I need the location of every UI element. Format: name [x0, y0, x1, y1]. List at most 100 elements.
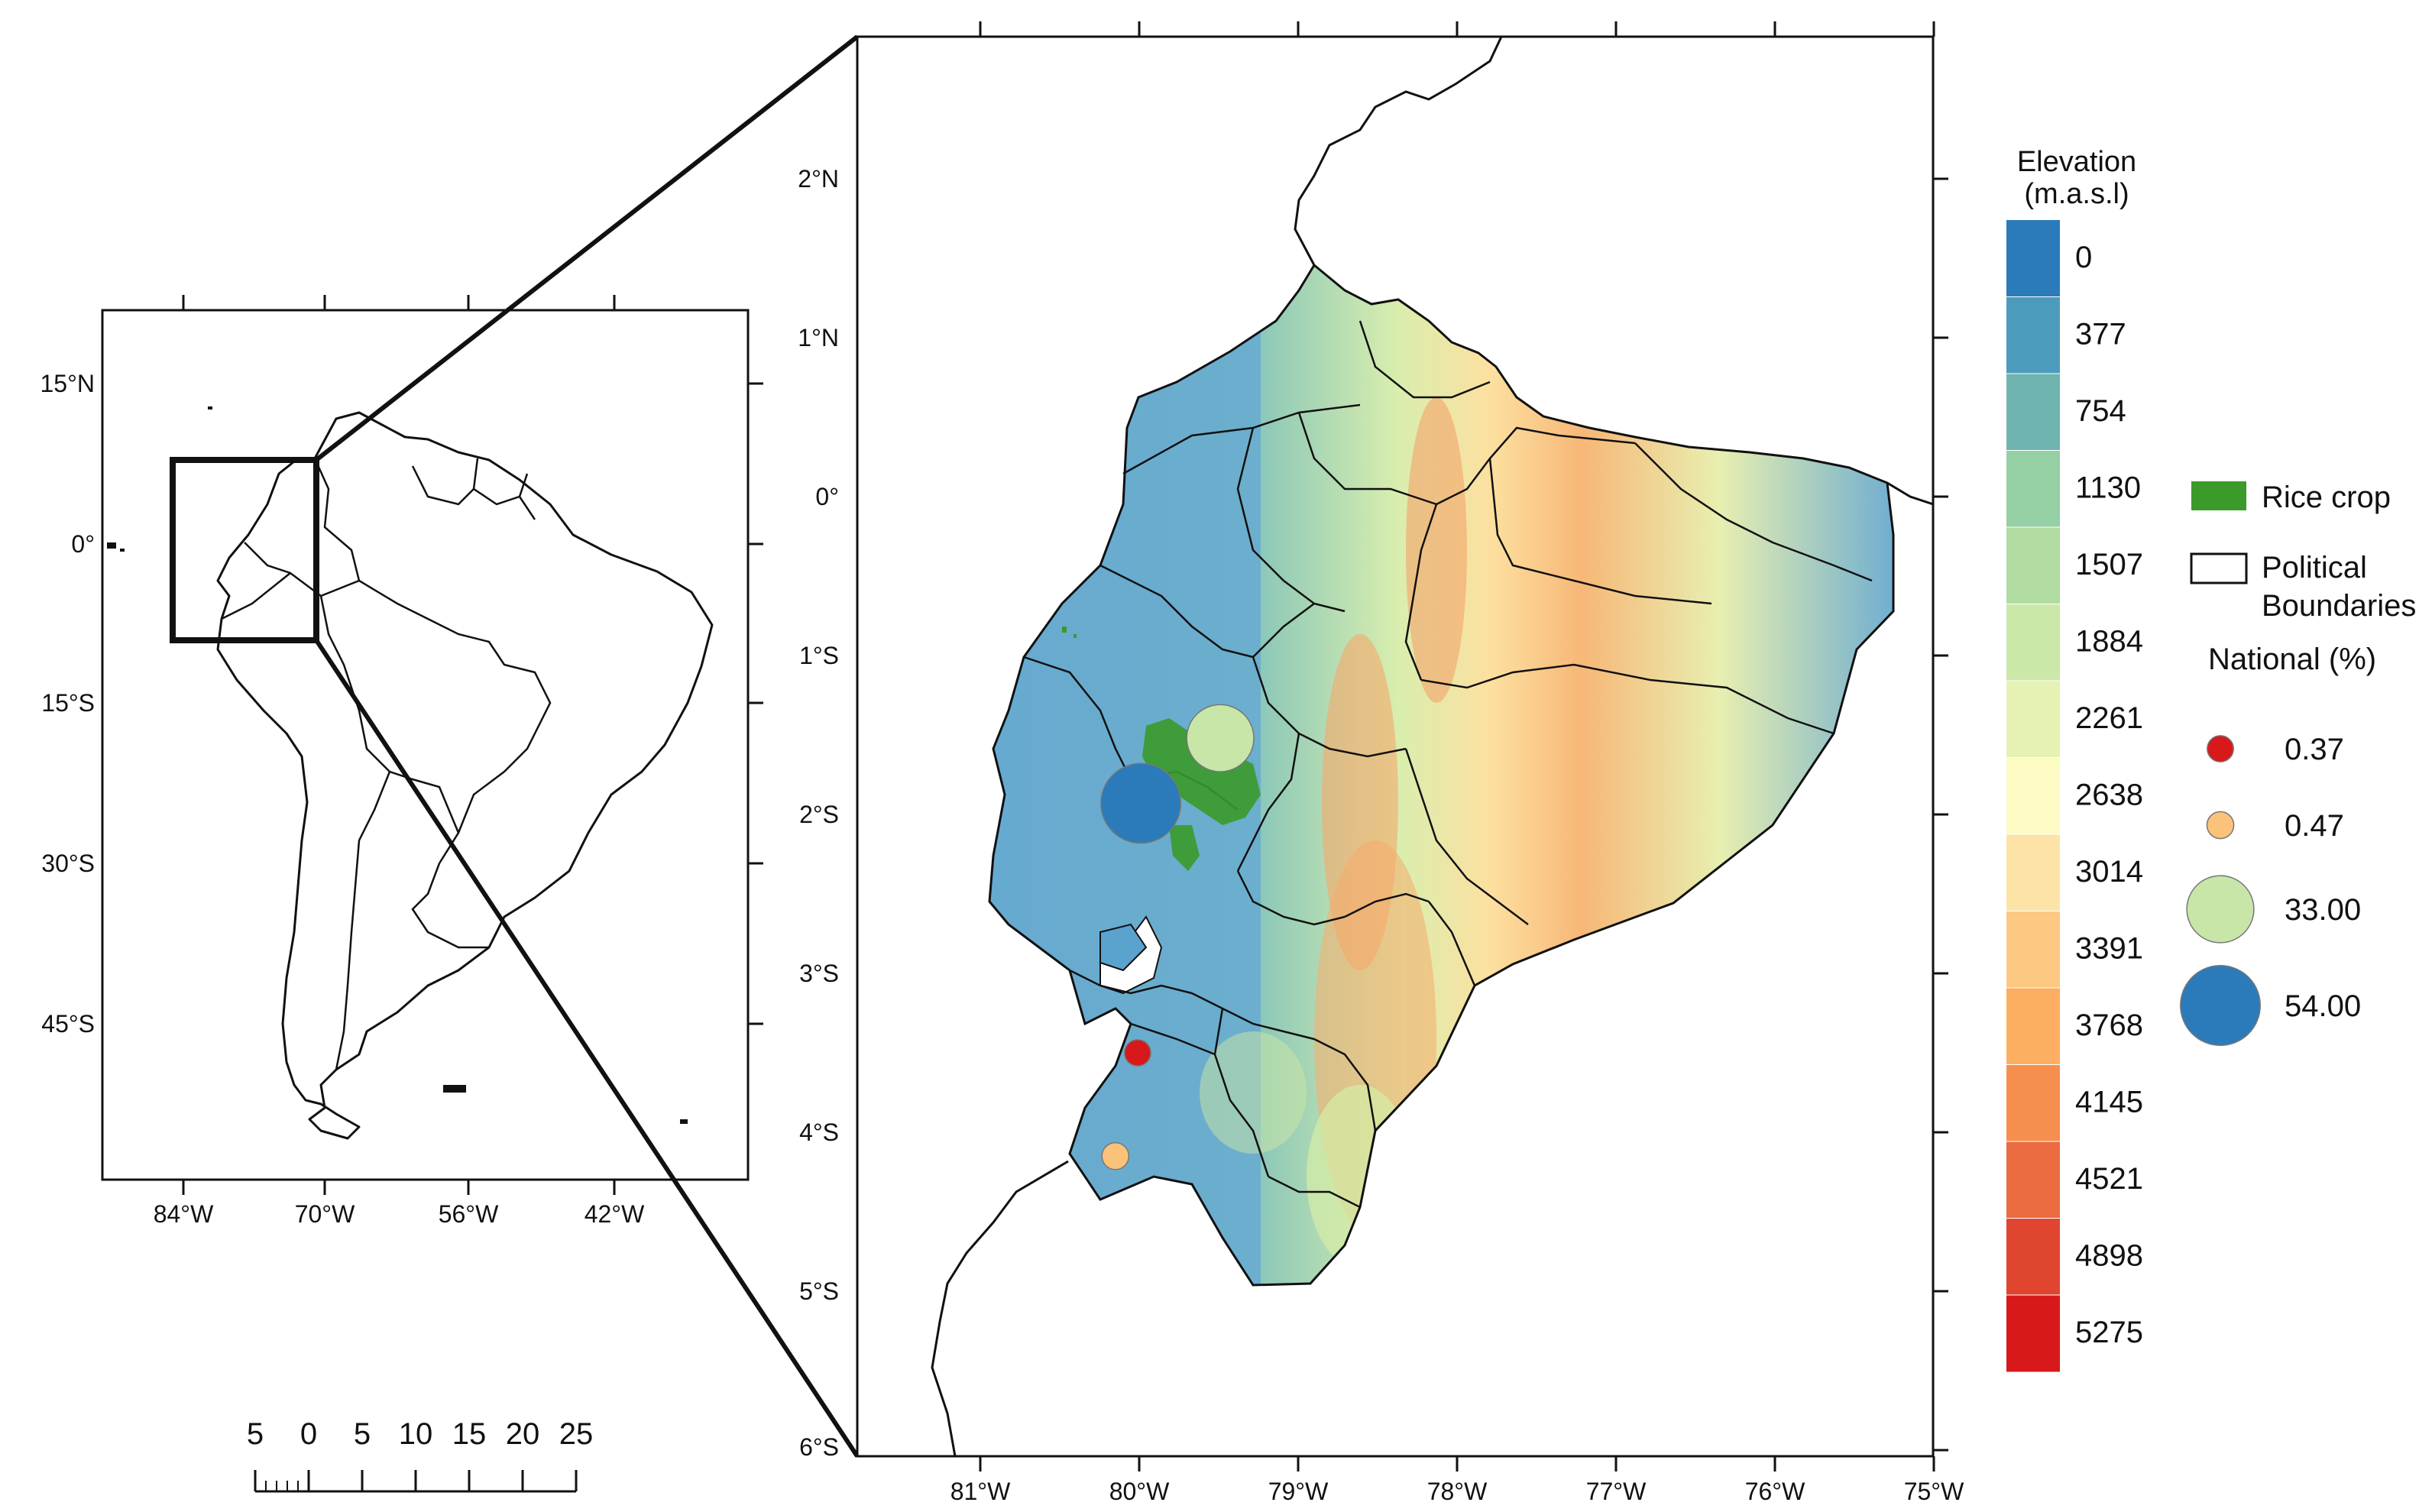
elevation-swatch [2006, 911, 2060, 988]
elevation-swatch [2006, 604, 2060, 681]
main-lat-label: 0° [815, 483, 839, 510]
elevation-swatch [2006, 1295, 2060, 1372]
rice-crop-areas [1062, 626, 1261, 871]
inset-lat-label: 0° [71, 530, 95, 558]
elevation-swatch [2006, 374, 2060, 451]
main-lon-label: 81°W [950, 1478, 1011, 1505]
elevation-swatch [2006, 1141, 2060, 1219]
rice-production-point [1101, 1141, 1130, 1170]
main-lon-label: 76°W [1745, 1478, 1805, 1505]
inset-lat-label: 45°S [41, 1010, 95, 1038]
elevation-label: 377 [2075, 318, 2126, 351]
main-lat-label: 4°S [799, 1119, 839, 1146]
inset-lat-label: 15°N [40, 370, 96, 397]
inset-ticks [182, 295, 763, 1195]
main-lon-labels: 81°W 80°W 79°W 78°W 77°W 76°W 75°W [950, 1478, 1964, 1505]
elevation-label: 3014 [2075, 855, 2143, 889]
elevation-swatch [2006, 450, 2060, 527]
national-percent-label: 0.47 [2285, 809, 2344, 843]
national-percent-items: 0.37 0.47 33.00 54.00 [2180, 733, 2361, 1046]
national-percent-label: 0.37 [2285, 733, 2344, 766]
rice-crop-label: Rice crop [2262, 481, 2391, 514]
puna-island [1099, 923, 1148, 972]
scale-bar-label: 20 [506, 1417, 540, 1451]
main-map: 2°N 1°N 0° 1°S 2°S 3°S 4°S 5°S 6°S 81°W … [798, 21, 1964, 1505]
zoom-connectors [314, 34, 860, 1458]
province-boundaries [1023, 320, 1873, 1209]
national-percent-symbol [2206, 811, 2235, 840]
scale-bar-label: 10 [399, 1417, 433, 1451]
elevation-swatch [2006, 220, 2060, 297]
main-lon-label: 79°W [1268, 1478, 1329, 1505]
elevation-legend-title: Elevation [2017, 146, 2136, 178]
scale-bar: 5 0 5 10 15 20 25 [247, 1417, 594, 1493]
main-lat-label: 5°S [799, 1277, 839, 1305]
inset-lon-label: 84°W [154, 1200, 214, 1228]
south-america-outline [216, 411, 714, 1140]
national-percent-label: 54.00 [2285, 989, 2361, 1023]
main-lat-label: 3°S [799, 960, 839, 987]
elevation-swatch [2006, 834, 2060, 911]
scale-bar-label: 15 [452, 1417, 487, 1451]
main-lon-label: 78°W [1427, 1478, 1488, 1505]
elevation-label: 1884 [2075, 625, 2143, 659]
rice-production-points [1100, 704, 1255, 1170]
elevation-label: 4898 [2075, 1239, 2143, 1273]
elevation-label: 1130 [2075, 471, 2141, 505]
scale-bar-label: 0 [300, 1417, 317, 1451]
main-ticks [979, 21, 1948, 1472]
rice-production-point [1186, 704, 1255, 772]
elevation-swatch [2006, 1218, 2060, 1295]
main-lon-label: 75°W [1904, 1478, 1964, 1505]
main-lon-label: 80°W [1109, 1478, 1170, 1505]
political-boundaries-label-line1: Political [2262, 551, 2367, 584]
main-lat-label: 1°N [798, 324, 839, 351]
national-percent-symbol [2186, 875, 2255, 944]
main-lat-label: 2°N [798, 165, 839, 193]
scale-bar-label: 5 [354, 1417, 371, 1451]
elevation-legend: Elevation (m.a.s.l) 0 377 754 1130 1507 1884 2… [2006, 146, 2143, 1372]
peru-border-north [1886, 481, 1933, 506]
inset-lat-label: 15°S [41, 689, 95, 717]
elevation-label: 754 [2075, 394, 2126, 428]
main-lat-labels: 2°N 1°N 0° 1°S 2°S 3°S 4°S 5°S 6°S [798, 165, 839, 1461]
inset-lon-label: 70°W [295, 1200, 355, 1228]
elevation-swatch [2006, 757, 2060, 834]
inset-frame [101, 309, 750, 1181]
national-percent-symbol [2180, 965, 2261, 1046]
elevation-label: 0 [2075, 241, 2092, 274]
main-lat-label: 1°S [799, 642, 839, 669]
rice-production-point [1124, 1039, 1151, 1067]
political-boundaries-swatch [2190, 552, 2248, 584]
rice-crop-swatch [2191, 481, 2246, 510]
inset-lat-labels: 15°N 0° 15°S 30°S 45°S [40, 370, 96, 1038]
elevation-swatch [2006, 988, 2060, 1065]
elevation-color-bar: 0 377 754 1130 1507 1884 2261 2638 3014 3391 3768 4… [2006, 220, 2143, 1372]
scale-bar-label: 25 [559, 1417, 594, 1451]
inset-map: 15°N 0° 15°S 30°S 45°S 84°W 70°W 56°W 42… [40, 295, 763, 1228]
elevation-swatch [2006, 296, 2060, 374]
inset-lon-labels: 84°W 70°W 56°W 42°W [154, 1200, 645, 1228]
elevation-label: 4145 [2075, 1086, 2143, 1119]
national-percent-label: 33.00 [2285, 893, 2361, 927]
elevation-label: 1507 [2075, 548, 2143, 581]
inset-lat-label: 30°S [41, 850, 95, 877]
peru-border-south [931, 1160, 1069, 1456]
elevation-swatch [2006, 527, 2060, 604]
elevation-label: 3768 [2075, 1009, 2143, 1042]
elevation-legend-unit: (m.a.s.l) [2024, 178, 2129, 210]
political-boundaries-label-line2: Boundaries [2262, 589, 2416, 623]
elevation-label: 2261 [2075, 701, 2143, 735]
elevation-label: 4521 [2075, 1162, 2143, 1196]
scale-bar-label: 5 [247, 1417, 264, 1451]
main-lat-label: 6°S [799, 1433, 839, 1461]
main-lat-label: 2°S [799, 801, 839, 828]
elevation-label: 2638 [2075, 779, 2143, 812]
elevation-label: 3391 [2075, 932, 2143, 966]
inset-islands [107, 406, 688, 1124]
inset-lon-label: 42°W [585, 1200, 645, 1228]
colombia-border [1294, 37, 1503, 266]
national-percent-title: National (%) [2208, 643, 2376, 676]
elevation-swatch [2006, 681, 2060, 758]
